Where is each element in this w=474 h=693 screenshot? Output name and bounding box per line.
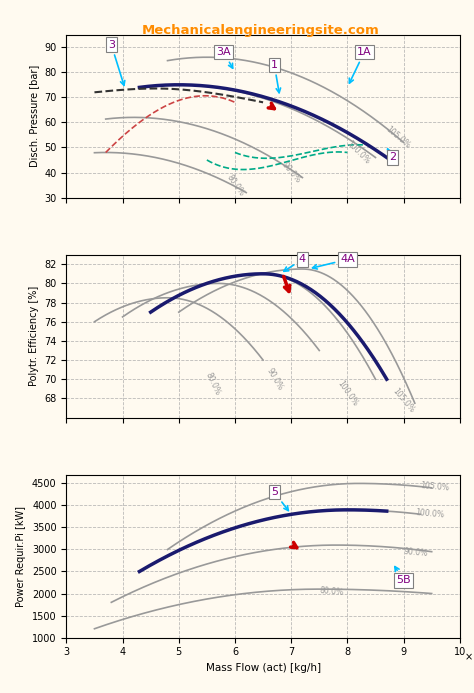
Text: 105.0%: 105.0% [420,481,450,493]
Text: 5: 5 [271,487,288,511]
Text: 100.0%: 100.0% [336,379,359,408]
Text: 80.0%: 80.0% [224,173,246,198]
Text: Mechanicalengineeringsite.com: Mechanicalengineeringsite.com [142,24,380,37]
Y-axis label: Power Requir.Pi [kW]: Power Requir.Pi [kW] [16,506,27,606]
Text: 4A: 4A [312,254,355,269]
Text: 1: 1 [271,60,281,93]
Text: 90.0%: 90.0% [264,367,284,392]
Y-axis label: Disch. Pressure [bar]: Disch. Pressure [bar] [29,65,39,167]
Text: 90.0%: 90.0% [403,547,428,558]
Text: 1A: 1A [349,47,372,83]
Text: 100.0%: 100.0% [345,139,372,166]
Text: 80.0%: 80.0% [319,586,344,597]
Text: 2: 2 [388,149,396,162]
Text: 3: 3 [108,40,125,85]
Text: 105.0%: 105.0% [384,125,412,150]
Text: 90.0%: 90.0% [280,160,302,184]
X-axis label: Mass Flow (act) [kg/h]: Mass Flow (act) [kg/h] [206,663,320,673]
Text: 105.0%: 105.0% [391,387,416,414]
Text: 100.0%: 100.0% [415,508,444,519]
Y-axis label: Polytr. Efficiency [%]: Polytr. Efficiency [%] [28,286,38,386]
Text: $\times10^4$: $\times10^4$ [464,649,474,663]
Text: 5B: 5B [395,567,411,586]
Text: 4: 4 [284,254,306,271]
Text: 80.0%: 80.0% [203,371,222,397]
Text: 3A: 3A [217,47,233,68]
